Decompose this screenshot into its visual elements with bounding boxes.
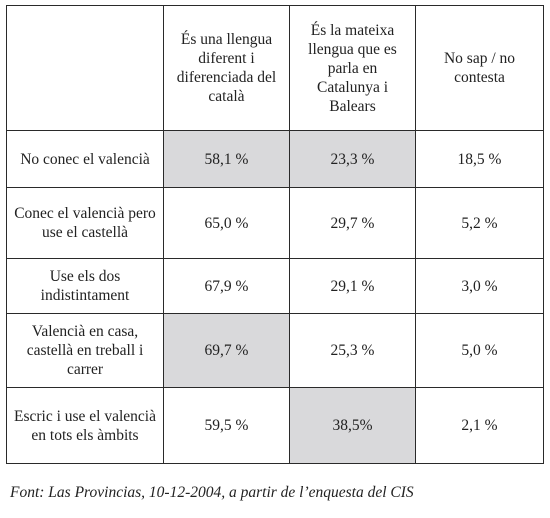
header-same-language: És la mateixa llengua que es parla en Ca… xyxy=(289,5,416,131)
row-label: Escric i use el valencià en tots els àmb… xyxy=(6,387,164,464)
table-row: No conec el valencià 58,1 % 23,3 % 18,5 … xyxy=(6,130,544,188)
row-label: No conec el valencià xyxy=(6,130,164,188)
table-cell: 18,5 % xyxy=(415,130,544,188)
table-cell: 5,0 % xyxy=(415,313,544,388)
table-cell: 29,7 % xyxy=(289,187,416,259)
row-label: Valencià en casa, castellà en treball i … xyxy=(6,313,164,388)
table-row: Escric i use el valencià en tots els àmb… xyxy=(6,387,544,464)
source-caption: Font: Las Provincias, 10-12-2004, a part… xyxy=(10,484,414,501)
table-cell: 5,2 % xyxy=(415,187,544,259)
table-cell: 65,0 % xyxy=(163,187,290,259)
table-cell: 29,1 % xyxy=(289,258,416,314)
table-cell: 59,5 % xyxy=(163,387,290,464)
row-label: Use els dos indistintament xyxy=(6,258,164,314)
header-corner xyxy=(6,5,164,131)
header-different-language: És una llengua diferent i diferenciada d… xyxy=(163,5,290,131)
table-header-row: És una llengua diferent i diferenciada d… xyxy=(6,5,544,131)
table-row: Conec el valencià pero use el castellà 6… xyxy=(6,187,544,259)
table-cell: 67,9 % xyxy=(163,258,290,314)
table-cell: 69,7 % xyxy=(163,313,290,388)
table-cell: 3,0 % xyxy=(415,258,544,314)
survey-table: És una llengua diferent i diferenciada d… xyxy=(6,5,544,464)
table-cell: 2,1 % xyxy=(415,387,544,464)
table-row: Use els dos indistintament 67,9 % 29,1 %… xyxy=(6,258,544,314)
table-cell: 23,3 % xyxy=(289,130,416,188)
table-row: Valencià en casa, castellà en treball i … xyxy=(6,313,544,388)
row-label: Conec el valencià pero use el castellà xyxy=(6,187,164,259)
table-cell: 58,1 % xyxy=(163,130,290,188)
header-no-answer: No sap / no contesta xyxy=(415,5,544,131)
table-cell: 25,3 % xyxy=(289,313,416,388)
table-cell: 38,5% xyxy=(289,387,416,464)
